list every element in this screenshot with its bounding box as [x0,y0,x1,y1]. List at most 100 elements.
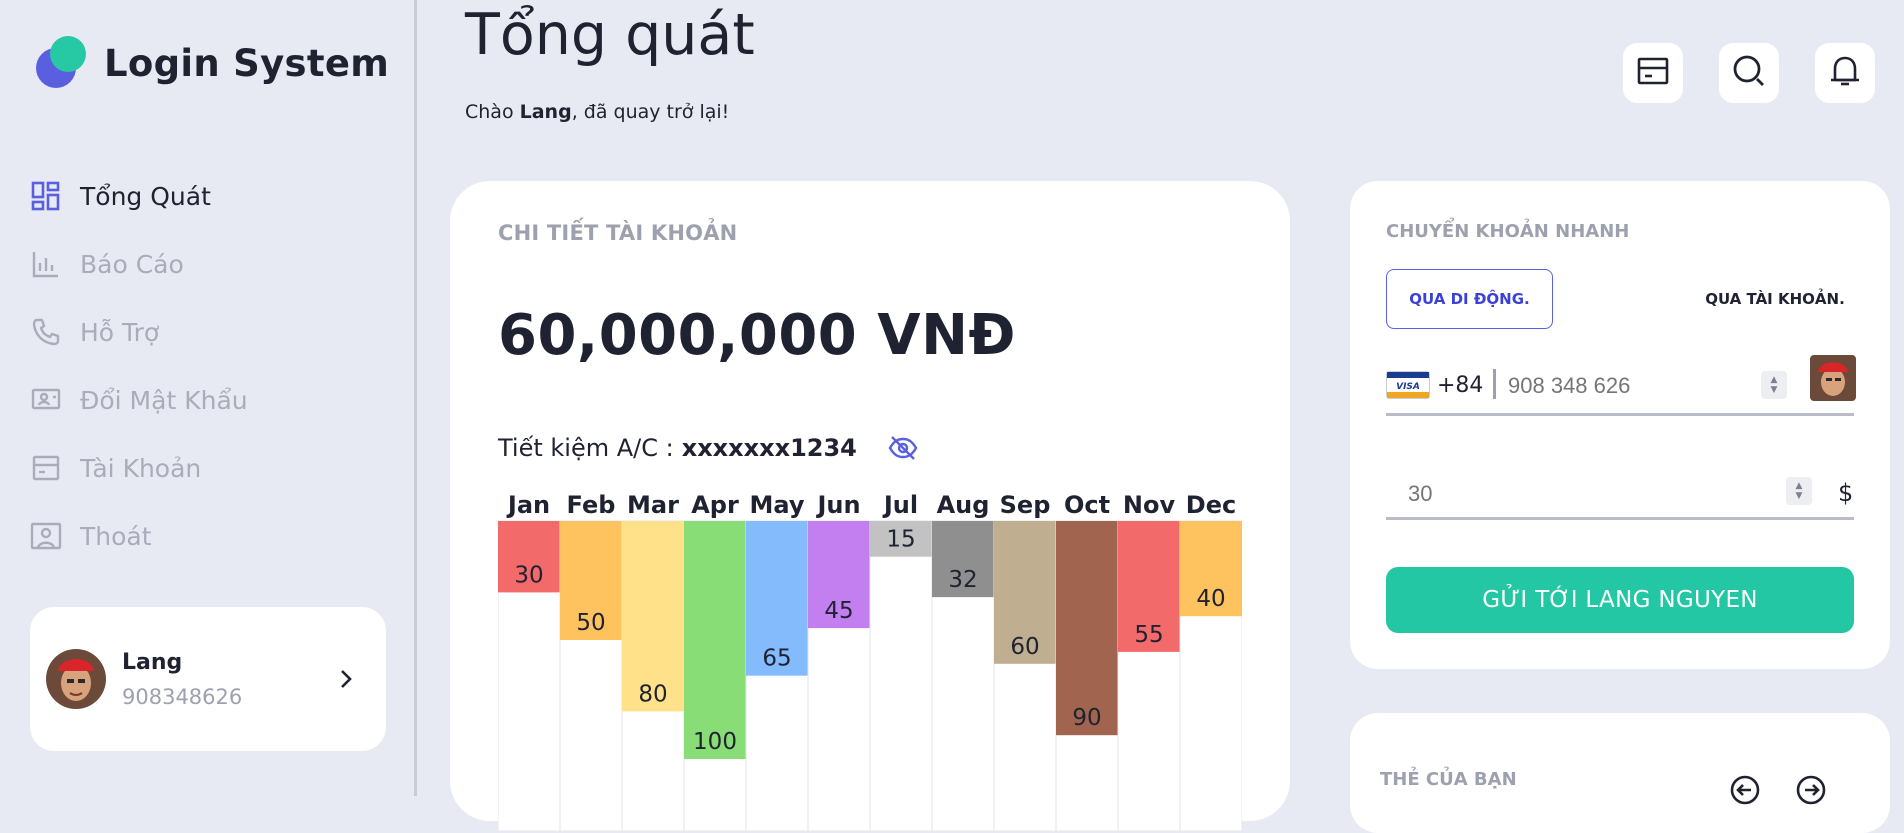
phone-field: VISA +84 ▲▼ [1386,355,1856,416]
search-button[interactable] [1719,43,1779,103]
bar-mar[interactable] [622,521,684,712]
quick-transfer-card: CHUYỂN KHOẢN NHANH QUA DI ĐỘNG. QUA TÀI … [1350,181,1890,669]
bar-value-label: 32 [948,567,977,593]
bar-dec[interactable] [1180,521,1242,617]
tab-via-mobile[interactable]: QUA DI ĐỘNG. [1386,269,1553,329]
savings-account: Tiết kiệm A/C : xxxxxxx1234 [498,434,919,462]
month-label: Jun [815,491,860,519]
svg-text:VISA: VISA [1396,382,1420,392]
report-chart-icon [30,248,62,280]
bar-value-label: 80 [638,681,667,707]
bar-value-label: 90 [1072,705,1101,731]
amount-stepper[interactable]: ▲ ▼ [1786,477,1812,505]
avatar [46,649,106,709]
monthly-bar-chart: Jan 30 Feb 50 Mar 80 Apr 100 May 65 Jun 45 Jul 15 Aug 3… [498,491,1242,831]
savings-label: Tiết kiệm A/C : [498,434,674,462]
sidebar-item-change-password[interactable]: Đổi Mật Khẩu [30,366,248,434]
phone-stepper[interactable]: ▲ ▼ [1761,371,1787,399]
bar-oct[interactable] [1056,521,1118,736]
savings-account-number: xxxxxxx1234 [681,434,857,462]
bar-jan[interactable] [498,521,560,593]
currency-symbol: $ [1838,479,1854,507]
chevron-right-icon[interactable] [326,668,366,690]
notifications-button[interactable] [1815,43,1875,103]
phone-icon [30,316,62,348]
month-label: Nov [1123,491,1176,519]
bar-value-label: 60 [1010,634,1039,660]
phone-input[interactable] [1506,365,1750,407]
recipient-avatar[interactable] [1810,355,1856,401]
brand-name: Login System [104,41,390,85]
sidebar-item-reports[interactable]: Báo Cáo [30,230,248,298]
sidebar-item-label: Tài Khoản [80,453,202,483]
sidebar-item-account[interactable]: Tài Khoản [30,434,248,502]
bar-value-label: 45 [824,598,853,624]
greeting: Chào Lang, đã quay trở lại! [465,101,730,123]
user-card[interactable]: Lang 908348626 [30,607,386,751]
monitor-user-icon [30,384,62,416]
bar-value-label: 55 [1134,622,1163,648]
account-details-title: CHI TIẾT TÀI KHOẢN [498,221,738,245]
dashboard-icon [30,180,62,212]
month-label: Mar [627,491,679,519]
arrow-right-icon[interactable] [1796,775,1826,805]
bar-may[interactable] [746,521,808,676]
sidebar-item-overview[interactable]: Tổng Quát [30,162,248,230]
divider [1493,369,1496,399]
amount-input[interactable] [1406,473,1710,515]
month-label: Apr [691,491,739,519]
bar-value-label: 100 [693,729,737,755]
month-label: Oct [1064,491,1110,519]
wallet-icon [1637,56,1669,90]
month-label: Dec [1186,491,1236,519]
send-button[interactable]: GỬI TỚI LANG NGUYEN [1386,567,1854,633]
brand[interactable]: Login System [36,36,389,90]
your-card-panel: THẺ CỦA BẠN [1350,713,1890,833]
bar-jun[interactable] [808,521,870,629]
amount-field: ▲▼ $ [1386,467,1854,520]
sidebar-nav: Tổng Quát Báo Cáo Hỗ Trợ [30,162,248,570]
search-icon [1732,54,1766,92]
logo-icon [36,36,86,90]
logout-portrait-icon [30,520,62,552]
bar-apr[interactable] [684,521,746,759]
bar-value-label: 50 [576,610,605,636]
sidebar-item-label: Hỗ Trợ [80,317,160,347]
bar-track [869,520,933,831]
quick-transfer-title: CHUYỂN KHOẢN NHANH [1386,221,1630,242]
bar-nov[interactable] [1118,521,1180,652]
user-phone: 908348626 [122,684,243,709]
bar-value-label: 30 [514,562,543,588]
month-label: Jul [882,491,918,519]
account-balance: 60,000,000 VNĐ [498,303,1016,368]
visa-card-icon[interactable]: VISA [1386,371,1430,399]
bar-aug[interactable] [932,521,994,598]
greeting-name: Lang [519,101,572,123]
bar-jul[interactable] [870,521,932,557]
sidebar-item-label: Tổng Quát [80,181,211,211]
country-code[interactable]: +84 [1437,373,1484,398]
account-details-card: CHI TIẾT TÀI KHOẢN 60,000,000 VNĐ Tiết k… [450,181,1290,831]
sidebar: Login System Tổng Quát Báo Cáo [0,0,417,796]
bar-value-label: 15 [886,527,915,553]
page-title: Tổng quát [465,2,755,68]
month-label: May [750,491,805,519]
bar-value-label: 65 [762,646,791,672]
sidebar-item-label: Đổi Mật Khẩu [80,385,248,415]
bar-sep[interactable] [994,521,1056,664]
arrow-left-icon[interactable] [1730,775,1760,805]
user-name: Lang [122,649,183,675]
tab-via-account[interactable]: QUA TÀI KHOẢN. [1705,290,1845,308]
month-label: Aug [937,491,990,519]
sidebar-item-support[interactable]: Hỗ Trợ [30,298,248,366]
bell-icon [1829,54,1861,92]
sidebar-item-logout[interactable]: Thoát [30,502,248,570]
sidebar-item-label: Báo Cáo [80,249,184,279]
wallet-button[interactable] [1623,43,1683,103]
month-label: Feb [567,491,616,519]
bar-feb[interactable] [560,521,622,640]
bar-value-label: 40 [1196,586,1225,612]
month-label: Jan [506,491,550,519]
eye-off-icon[interactable] [887,434,919,462]
sidebar-item-label: Thoát [80,521,152,551]
